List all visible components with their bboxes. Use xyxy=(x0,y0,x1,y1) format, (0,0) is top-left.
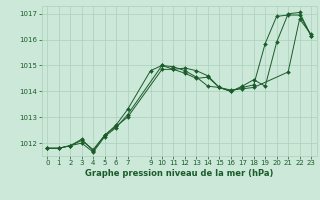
X-axis label: Graphe pression niveau de la mer (hPa): Graphe pression niveau de la mer (hPa) xyxy=(85,169,273,178)
